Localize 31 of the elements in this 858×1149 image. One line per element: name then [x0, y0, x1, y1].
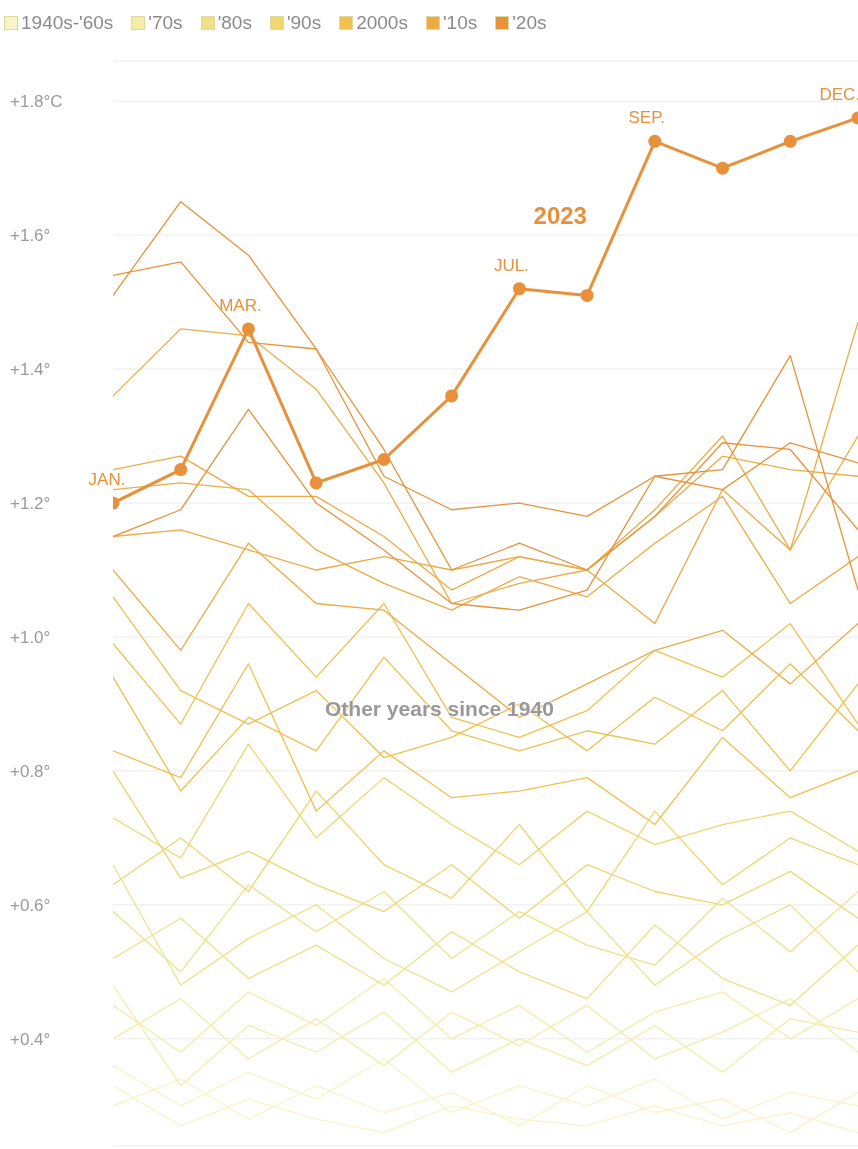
point: [309, 476, 323, 490]
y-tick-label: +1.6°: [10, 226, 51, 246]
x-tick-label: JUL.: [493, 255, 529, 275]
y-tick-label: +0.8°: [10, 761, 51, 781]
legend-label: '90s: [286, 12, 322, 34]
legend-label: 2000s: [356, 12, 408, 34]
legend-label: '10s: [442, 12, 478, 34]
point: [580, 288, 594, 302]
point: [512, 282, 526, 296]
x-tick-label: DEC.: [819, 84, 858, 104]
y-tick-label: +1.8°C: [10, 92, 63, 112]
series-label: 2023: [533, 202, 587, 231]
y-tick-label: +0.6°: [10, 895, 51, 915]
point: [648, 134, 662, 148]
point: [445, 389, 459, 403]
legend-label: '70s: [148, 12, 183, 34]
point: [783, 134, 797, 148]
x-tick-label: MAR.: [219, 295, 262, 315]
point: [174, 463, 188, 477]
legend-label: 1940s-'60s: [21, 12, 114, 34]
point: [377, 453, 391, 466]
y-tick-label: +1.0°: [10, 627, 51, 647]
legend-label: '20s: [512, 12, 547, 34]
y-tick-label: +0.4°: [10, 1029, 51, 1049]
legend-label: '80s: [217, 12, 252, 34]
x-tick-label: SEP.: [628, 108, 666, 128]
y-tick-label: +1.2°: [10, 494, 51, 514]
y-tick-label: +1.4°: [10, 360, 51, 380]
point: [241, 322, 255, 336]
point: [716, 161, 730, 175]
x-tick-label: JAN.: [88, 470, 126, 490]
